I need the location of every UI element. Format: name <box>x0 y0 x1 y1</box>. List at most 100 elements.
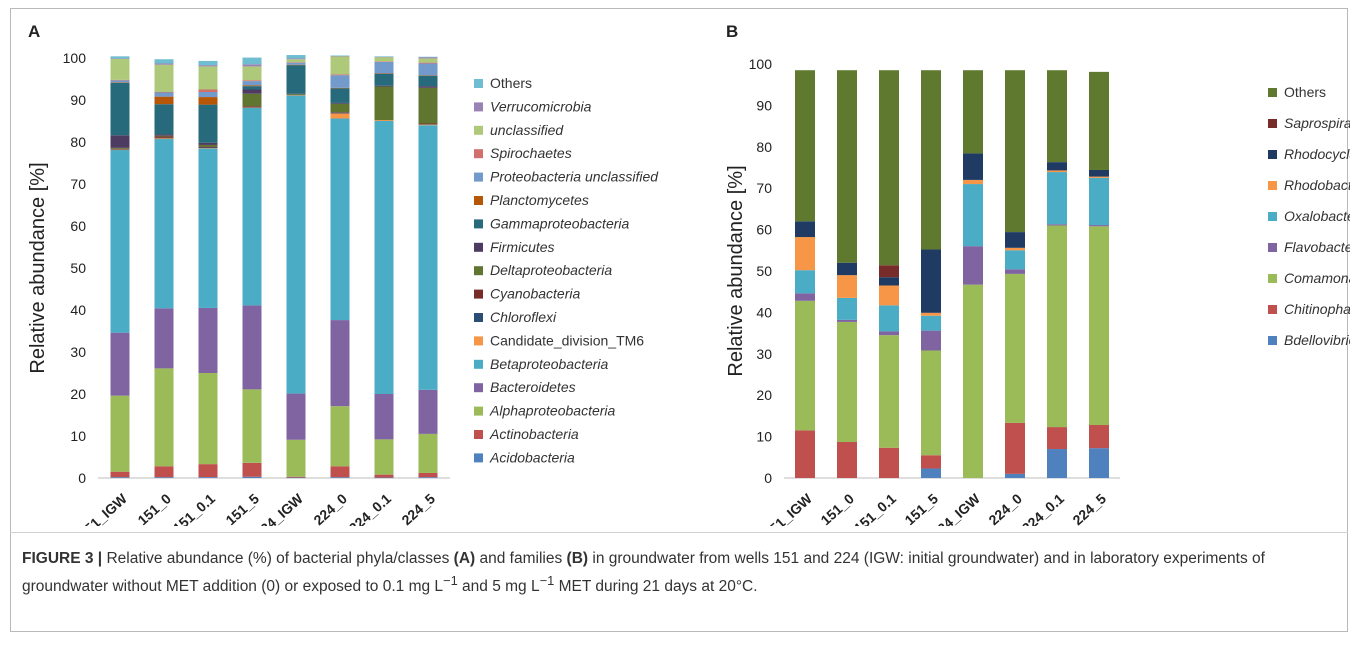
bar-segment-224-0-candidate-division-tm6 <box>330 113 350 119</box>
x-tick-label: 151_0 <box>134 490 174 526</box>
bar-segment-151-0-proteobacteria-unclassified <box>154 92 174 97</box>
bar-segment-224-0-1-unclassified <box>374 57 394 62</box>
x-tick-label: 224_0.1 <box>346 490 394 526</box>
legend-swatch-proteobacteria-unclassified <box>474 172 483 182</box>
bar-segment-224-igw-firmicutes <box>286 93 306 95</box>
bar-segment-224-5-chitinophagaceae <box>1089 425 1109 449</box>
y-tick-label: 70 <box>70 176 86 192</box>
caption-text-5: MET during 21 days at 20°C. <box>554 578 758 596</box>
legend-label-proteobacteria-unclassified: Proteobacteria unclassified <box>490 169 659 185</box>
bar-segment-151-0-1-alphaproteobacteria <box>198 373 218 465</box>
bar-segment-224-igw-spirochaetes <box>286 62 306 63</box>
caption-text-4: and 5 mg L <box>457 578 540 596</box>
bar-segment-224-igw-bacteroidetes <box>286 393 306 440</box>
bar-segment-151-0-chloroflexi <box>154 137 174 139</box>
legend-swatch-betaproteobacteria <box>474 359 483 369</box>
bar-segment-151-0-comamonadaceae <box>837 321 857 442</box>
bar-segment-151-0-1-rhodobacteraceae <box>879 285 899 306</box>
bar-segment-151-5-proteobacteria-unclassified <box>242 81 262 86</box>
bar-segment-224-igw-rhodocyclaceae <box>963 153 983 180</box>
y-tick-label: 50 <box>756 263 772 279</box>
bar-segment-224-0-bacteroidetes <box>330 320 350 407</box>
x-tick-label: 151_0 <box>817 490 857 526</box>
bar-segment-151-5-verrucomicrobia <box>242 64 262 67</box>
bar-segment-151-igw-spirochaetes <box>110 79 130 81</box>
bar-segment-151-0-1-flavobacteriaceae <box>879 331 899 336</box>
bar-segment-224-0-planctomycetes <box>330 87 350 89</box>
legend-swatch-verrucomicrobia <box>474 102 483 112</box>
bar-segment-224-0-deltaproteobacteria <box>330 103 350 113</box>
x-tick-label: 224_5 <box>1069 490 1109 526</box>
bar-segment-151-0-1-planctomycetes <box>198 97 218 105</box>
caption-exponent-1: −1 <box>443 573 458 588</box>
bar-segment-151-0-others <box>837 70 857 263</box>
y-tick-label: 40 <box>756 304 772 320</box>
bar-segment-224-5-bacteroidetes <box>418 389 438 434</box>
legend-swatch-oxalobacteraceae <box>1268 212 1277 221</box>
figure-caption: FIGURE 3 | Relative abundance (%) of bac… <box>22 548 1332 598</box>
bar-segment-224-0-1-alphaproteobacteria <box>374 439 394 475</box>
legend-swatch-others <box>474 79 483 88</box>
bar-segment-151-0-1-candidate-division-tm6 <box>198 147 218 149</box>
bar-segment-224-5-unclassified <box>418 58 438 63</box>
legend-swatch-rhodocyclaceae <box>1268 150 1277 159</box>
y-tick-label: 40 <box>70 302 86 318</box>
bar-segment-224-0-1-deltaproteobacteria <box>374 86 394 121</box>
legend-swatch-candidate-division-tm6 <box>474 336 483 346</box>
x-tick-label: 151_IGW <box>75 490 130 526</box>
legend-label-comamonadaceae: Comamonadaceae <box>1284 270 1350 286</box>
bar-segment-151-0-firmicutes <box>154 134 174 136</box>
bar-segment-224-0-1-acidobacteria <box>374 477 394 479</box>
bar-segment-224-0-1-bdellovibrionaceae <box>1047 449 1067 478</box>
legend-label-others: Others <box>490 75 532 91</box>
figure-frame <box>10 8 1348 632</box>
legend-swatch-spirochaetes <box>474 149 483 159</box>
bar-segment-224-0-oxalobacteraceae <box>1005 250 1025 270</box>
bar-segment-224-5-rhodocyclaceae <box>1089 169 1109 177</box>
caption-figure-label: FIGURE 3 | <box>22 550 103 567</box>
bar-segment-151-igw-others <box>110 56 130 59</box>
legend-label-deltaproteobacteria: Deltaproteobacteria <box>490 262 612 278</box>
legend-swatch-cyanobacteria <box>474 289 483 299</box>
bar-segment-224-0-acidobacteria <box>330 477 350 478</box>
x-tick-label: 151_5 <box>222 490 262 526</box>
bar-segment-151-0-1-others <box>879 70 899 266</box>
bar-segment-224-0-proteobacteria-unclassified <box>330 75 350 88</box>
bar-segment-151-5-bacteroidetes <box>242 305 262 390</box>
bar-segment-151-5-actinobacteria <box>242 462 262 477</box>
bar-segment-224-igw-gammaproteobacteria <box>286 65 306 94</box>
bar-segment-151-0-1-firmicutes <box>198 142 218 145</box>
legend-label-chitinophagaceae: Chitinophagaceae <box>1284 301 1350 317</box>
bar-segment-224-igw-verrucomicrobia <box>286 58 306 60</box>
legend-label-saprospiraceae: Saprospiraceae <box>1284 115 1350 131</box>
bar-segment-151-igw-unclassified <box>110 58 130 80</box>
bar-segment-224-igw-unclassified <box>286 59 306 63</box>
bar-segment-224-igw-others <box>963 70 983 154</box>
bar-segment-151-0-1-actinobacteria <box>198 464 218 478</box>
bar-segment-151-5-others <box>242 57 262 65</box>
bar-segment-151-0-candidate-division-tm6 <box>154 138 174 140</box>
bar-segment-151-5-spirochaetes <box>242 80 262 82</box>
legend-swatch-comamonadaceae <box>1268 274 1277 283</box>
bar-segment-224-igw-oxalobacteraceae <box>963 184 983 247</box>
bar-segment-224-5-spirochaetes <box>418 62 438 64</box>
bar-segment-151-igw-bacteroidetes <box>110 332 130 396</box>
bar-segment-224-0-others <box>1005 70 1025 233</box>
bar-segment-151-igw-oxalobacteraceae <box>795 270 815 294</box>
legend-swatch-bacteroidetes <box>474 383 483 393</box>
bar-segment-151-0-1-cyanobacteria <box>198 146 218 148</box>
bar-segment-151-0-cyanobacteria <box>154 136 174 138</box>
bar-segment-224-0-chitinophagaceae <box>1005 422 1025 474</box>
bar-segment-224-5-flavobacteriaceae <box>1089 225 1109 227</box>
bar-segment-224-0-1-gammaproteobacteria <box>374 73 394 86</box>
legend-swatch-chloroflexi <box>474 313 483 322</box>
bar-segment-151-5-others <box>921 70 941 250</box>
bar-segment-224-5-deltaproteobacteria <box>418 87 438 124</box>
bar-segment-224-igw-alphaproteobacteria <box>286 439 306 477</box>
legend-label-actinobacteria: Actinobacteria <box>489 426 579 442</box>
caption-exponent-2: −1 <box>539 573 555 588</box>
y-tick-label: 80 <box>70 134 86 150</box>
bar-segment-151-igw-cyanobacteria <box>110 148 130 150</box>
legend-swatch-chitinophagaceae <box>1268 305 1277 314</box>
bar-segment-151-5-rhodocyclaceae <box>921 249 941 313</box>
